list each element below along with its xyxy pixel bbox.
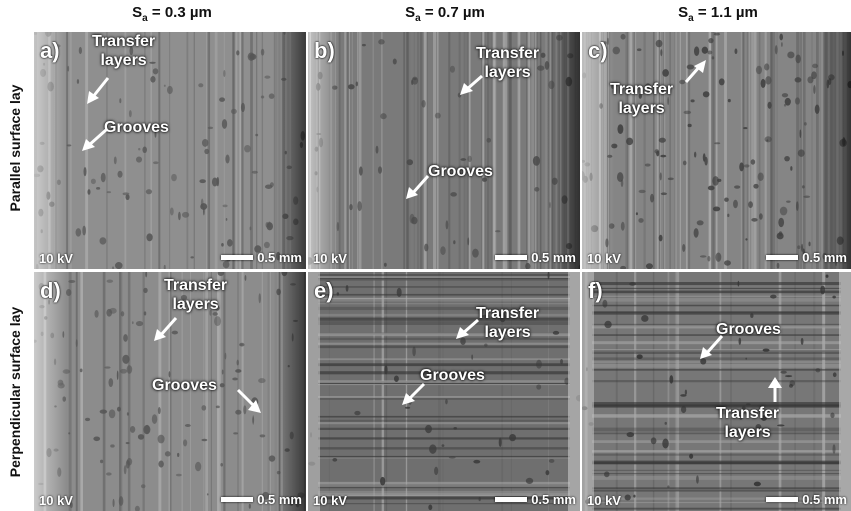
- panel-label: b): [314, 38, 335, 63]
- annotation-grooves: Grooves: [104, 119, 169, 136]
- panel-label: d): [40, 278, 61, 303]
- annotation-grooves: Grooves: [716, 321, 781, 338]
- arrow-icon: [456, 318, 479, 339]
- voltage-label: 10 kV: [587, 251, 621, 266]
- panel-label: c): [588, 38, 608, 63]
- annotation-grooves: Grooves: [152, 377, 217, 394]
- row-title-parallel: Parallel surface lay: [7, 84, 23, 212]
- arrow-icon: [460, 74, 483, 95]
- panel-a: a) 10 kV 0.5 mm Transfer layers Grooves: [34, 32, 306, 269]
- arrow-icon: [768, 377, 782, 402]
- panel-f: f) 10 kV 0.5 mm Grooves Transfer layers: [582, 272, 851, 511]
- arrow-icon: [236, 388, 261, 413]
- arrow-icon: [700, 335, 724, 359]
- scale-bar: 0.5 mm: [495, 250, 576, 265]
- voltage-label: 10 kV: [587, 493, 621, 508]
- scale-bar: 0.5 mm: [766, 492, 847, 507]
- panel-e: e) 10 kV 0.5 mm Transfer layers Grooves: [308, 272, 580, 511]
- panel-label: a): [40, 38, 60, 63]
- annotation-transfer-layers: Transfer layers: [92, 33, 156, 69]
- voltage-label: 10 kV: [39, 493, 73, 508]
- scale-bar: 0.5 mm: [495, 492, 576, 507]
- arrow-icon: [82, 128, 107, 151]
- arrow-icon: [406, 175, 430, 199]
- sem-image-f: [582, 272, 851, 511]
- sem-image-c: [582, 32, 851, 269]
- annotation-transfer-layers: Transfer layers: [476, 305, 540, 341]
- sem-image-e: [308, 272, 580, 511]
- panel-label: f): [588, 278, 603, 303]
- annotation-grooves: Grooves: [420, 367, 485, 384]
- sem-image-b: [308, 32, 580, 269]
- annotation-grooves: Grooves: [428, 163, 493, 180]
- scale-bar: 0.5 mm: [221, 250, 302, 265]
- panel-d: d) 10 kV 0.5 mm Transfer layers Grooves: [34, 272, 306, 511]
- scale-bar: 0.5 mm: [766, 250, 847, 265]
- voltage-label: 10 kV: [313, 493, 347, 508]
- arrow-icon: [87, 77, 110, 104]
- panel-b: b) 10 kV 0.5 mm Transfer layers Grooves: [308, 32, 580, 269]
- voltage-label: 10 kV: [313, 251, 347, 266]
- arrow-icon: [402, 382, 426, 405]
- arrow-icon: [684, 60, 706, 83]
- panel-c: c) 10 kV 0.5 mm Transfer layers: [582, 32, 851, 269]
- annotation-transfer-layers: Transfer layers: [476, 45, 540, 81]
- voltage-label: 10 kV: [39, 251, 73, 266]
- annotation-transfer-layers: Transfer layers: [610, 81, 674, 117]
- column-title-1: Sa = 0.3 µm: [132, 4, 212, 24]
- arrow-icon: [154, 317, 178, 341]
- annotation-transfer-layers: Transfer layers: [164, 277, 228, 313]
- scale-bar: 0.5 mm: [221, 492, 302, 507]
- panel-label: e): [314, 278, 334, 303]
- column-title-3: Sa = 1.1 µm: [678, 4, 758, 24]
- column-title-2: Sa = 0.7 µm: [405, 4, 485, 24]
- annotation-transfer-layers: Transfer layers: [716, 405, 780, 441]
- row-title-perpendicular: Perpendicular surface lay: [7, 306, 23, 478]
- sem-image-a: [34, 32, 306, 269]
- sem-image-d: [34, 272, 306, 511]
